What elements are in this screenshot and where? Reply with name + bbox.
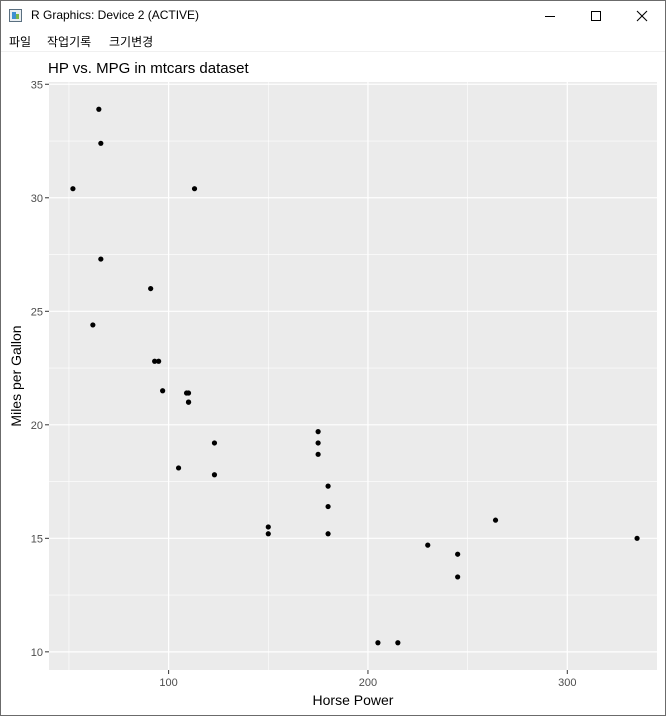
data-point (455, 551, 461, 557)
r-graphics-app-icon (9, 9, 22, 22)
data-point (90, 322, 96, 328)
y-axis-ticks: 10 15 20 25 30 35 (31, 79, 49, 659)
data-point (325, 483, 331, 489)
data-point (98, 140, 104, 146)
data-point (211, 472, 218, 478)
data-point (70, 186, 76, 192)
data-point (315, 429, 321, 435)
data-point (152, 358, 158, 364)
x-axis-ticks: 100 200 300 (159, 670, 576, 689)
x-tick-label: 100 (159, 677, 177, 689)
data-point (634, 535, 640, 541)
menu-history[interactable]: 작업기록 (47, 35, 92, 49)
data-point (148, 285, 154, 292)
data-point (325, 531, 331, 537)
minimize-button[interactable] (527, 1, 573, 31)
data-point (160, 388, 166, 394)
data-point (156, 358, 162, 364)
window-title: R Graphics: Device 2 (ACTIVE) (31, 8, 200, 22)
x-tick-label: 300 (558, 677, 576, 689)
minor-grid (49, 82, 657, 670)
y-tick-label: 10 (31, 647, 43, 659)
y-tick-label: 25 (31, 306, 43, 318)
data-point (455, 574, 461, 580)
x-tick-label: 200 (359, 677, 377, 689)
menu-bar: 파일 작업기록 크기변경 (1, 31, 665, 52)
data-points (70, 106, 640, 646)
data-point (315, 451, 321, 457)
close-icon (636, 10, 648, 22)
major-grid (49, 82, 657, 670)
y-axis-label: Miles per Gallon (8, 325, 24, 426)
data-point (175, 465, 182, 471)
data-point (183, 390, 190, 396)
data-point (395, 640, 401, 646)
close-button[interactable] (619, 1, 665, 31)
minimize-icon (545, 16, 555, 17)
data-point (185, 399, 192, 405)
title-bar[interactable]: R Graphics: Device 2 (ACTIVE) (1, 1, 665, 31)
y-tick-label: 15 (31, 533, 43, 545)
plot-panel (49, 82, 657, 670)
y-tick-label: 30 (31, 193, 43, 205)
plot-area: HP vs. MPG in mtcars dataset 100 200 300 1… (1, 52, 665, 715)
data-point (375, 640, 381, 646)
menu-file[interactable]: 파일 (9, 35, 32, 49)
x-axis-label: Horse Power (313, 692, 394, 708)
data-point (425, 542, 431, 548)
y-tick-label: 35 (31, 79, 43, 91)
data-point (96, 106, 102, 112)
maximize-button[interactable] (573, 1, 619, 31)
data-point (211, 440, 218, 446)
data-point (191, 186, 198, 192)
data-point (265, 524, 271, 530)
data-point (98, 256, 104, 262)
data-point (325, 503, 331, 510)
scatter-chart: HP vs. MPG in mtcars dataset 100 200 300 1… (8, 60, 657, 708)
data-point (265, 531, 271, 537)
chart-title: HP vs. MPG in mtcars dataset (48, 60, 249, 77)
y-tick-label: 20 (31, 420, 43, 432)
data-point (492, 517, 499, 523)
maximize-icon (591, 11, 601, 21)
data-point (315, 440, 321, 446)
menu-resize[interactable]: 크기변경 (109, 35, 154, 49)
